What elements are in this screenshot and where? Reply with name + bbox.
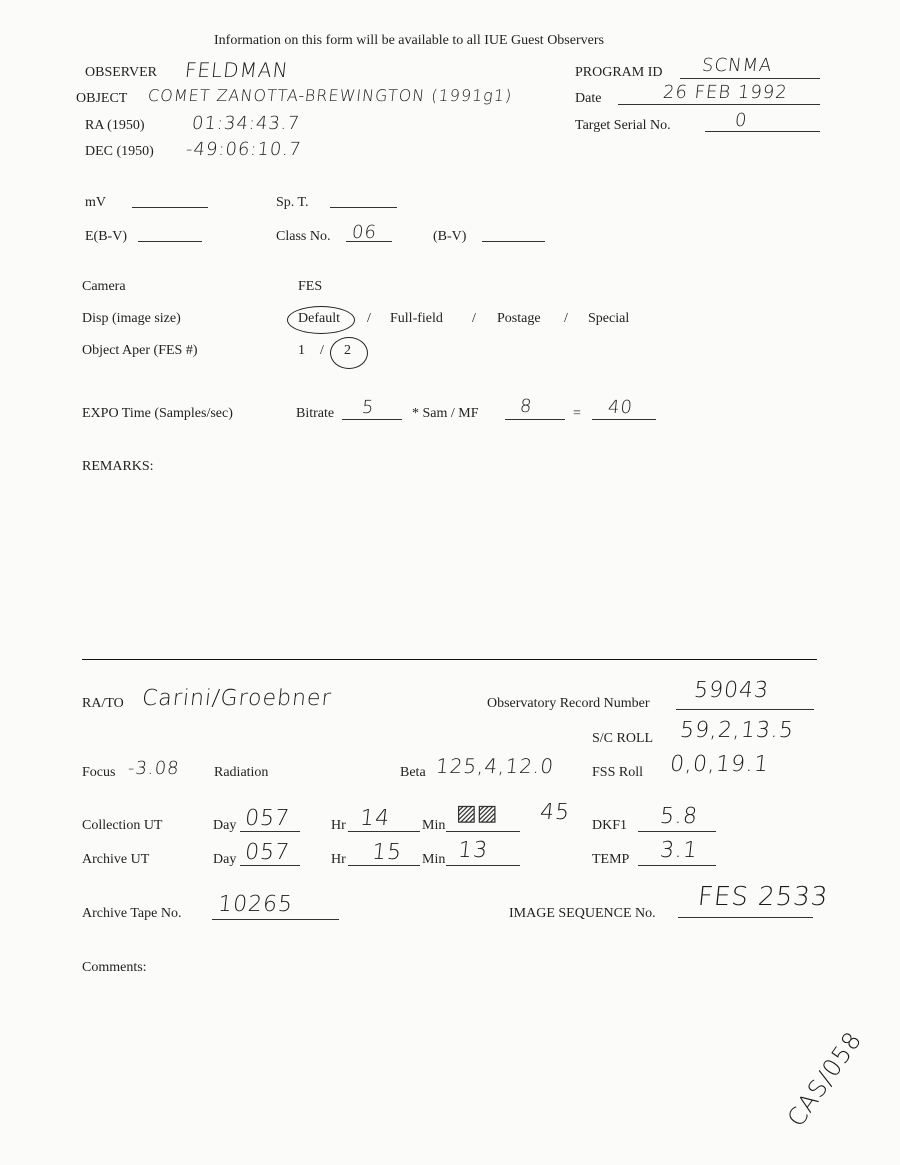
aper-label: Object Aper (FES #) [82, 343, 198, 358]
disp-option-default: Default [298, 311, 340, 326]
equals-sign: = [573, 406, 581, 421]
aper-option-2: 2 [344, 343, 351, 358]
temp-value: 3.1 [658, 838, 700, 863]
camera-value: FES [298, 279, 323, 294]
object-value: COMET ZANOTTA-BREWINGTON (1991g1) [147, 86, 514, 105]
form-header: Information on this form will be availab… [214, 33, 604, 48]
orn-value: 59043 [692, 678, 771, 703]
coll-day-label: Day [213, 818, 237, 833]
bitrate-label: Bitrate [296, 406, 335, 421]
arch-min-value: 13 [456, 838, 490, 863]
tape-value: 10265 [216, 892, 295, 917]
crossed-out-scribble: ▨▨ [456, 800, 498, 825]
fss-value: 0,0,19.1 [668, 752, 771, 777]
expo-label: EXPO Time (Samples/sec) [82, 406, 233, 421]
disp-option-special: Special [588, 311, 630, 326]
remarks-label: REMARKS: [82, 459, 154, 474]
scroll-value: 59,2,13.5 [678, 718, 796, 743]
class-value: 06 [350, 222, 379, 243]
camera-label: Camera [82, 279, 126, 294]
disp-label: Disp (image size) [82, 311, 181, 326]
observer-label: OBSERVER [85, 65, 158, 80]
aper-selected-circle [330, 337, 368, 369]
radiation-label: Radiation [214, 765, 269, 780]
spt-label: Sp. T. [276, 195, 309, 210]
disp-option-full-field: Full-field [390, 311, 443, 326]
arch-min-label: Min [422, 852, 446, 867]
dkf1-value: 5.8 [658, 804, 700, 829]
rato-label: RA/TO [82, 696, 124, 711]
aper-option-1: 1 [298, 343, 305, 358]
bitrate-value: 5 [360, 397, 376, 418]
ebv-label: E(B-V) [85, 229, 127, 244]
coll-hr-value: 14 [358, 806, 392, 831]
disp-selected-circle [287, 306, 355, 334]
disp-option-postage: Postage [497, 311, 541, 326]
comments-label: Comments: [82, 960, 147, 975]
seq-value: FES 2533 [696, 882, 830, 912]
dkf1-label: DKF1 [592, 818, 628, 833]
archive-label: Archive UT [82, 852, 150, 867]
arch-day-label: Day [213, 852, 237, 867]
coll-min-label: Min [422, 818, 446, 833]
focus-value: -3.08 [126, 758, 181, 779]
program-label: PROGRAM ID [575, 65, 663, 80]
coll-hr-label: Hr [331, 818, 346, 833]
section-divider [82, 659, 817, 660]
expo-result: 40 [606, 397, 635, 418]
observer-value: FELDMAN [183, 58, 290, 82]
object-label: OBJECT [76, 91, 128, 106]
class-label: Class No. [276, 229, 331, 244]
serial-label: Target Serial No. [575, 118, 671, 133]
program-value: SCNMA [700, 55, 774, 76]
arch-day-value: 057 [243, 840, 292, 865]
collection-label: Collection UT [82, 818, 163, 833]
sam-value: 8 [518, 396, 534, 417]
handwritten-annotation: CAS/058 [781, 1026, 868, 1132]
mv-label: mV [85, 195, 106, 210]
date-label: Date [575, 91, 602, 106]
beta-value: 125,4,12.0 [434, 754, 556, 778]
seq-label: IMAGE SEQUENCE No. [509, 906, 656, 921]
temp-label: TEMP [592, 852, 630, 867]
arch-hr-value: 15 [370, 840, 404, 865]
tape-label: Archive Tape No. [82, 906, 182, 921]
beta-label: Beta [400, 765, 426, 780]
sam-label: * Sam / MF [412, 406, 479, 421]
serial-value: 0 [733, 110, 749, 131]
coll-min-value: 45 [538, 800, 572, 825]
scroll-label: S/C ROLL [592, 731, 654, 746]
date-value: 26 FEB 1992 [661, 82, 789, 103]
bv-label: (B-V) [433, 229, 467, 244]
dec-value: -49:06:10.7 [184, 139, 303, 160]
orn-label: Observatory Record Number [487, 696, 650, 711]
focus-label: Focus [82, 765, 116, 780]
coll-day-value: 057 [243, 806, 292, 831]
arch-hr-label: Hr [331, 852, 346, 867]
ra-value: 01:34:43.7 [190, 113, 302, 134]
ra-label: RA (1950) [85, 118, 145, 133]
rato-value: Carini/Groebner [140, 686, 333, 711]
dec-label: DEC (1950) [85, 144, 154, 159]
fss-label: FSS Roll [592, 765, 643, 780]
